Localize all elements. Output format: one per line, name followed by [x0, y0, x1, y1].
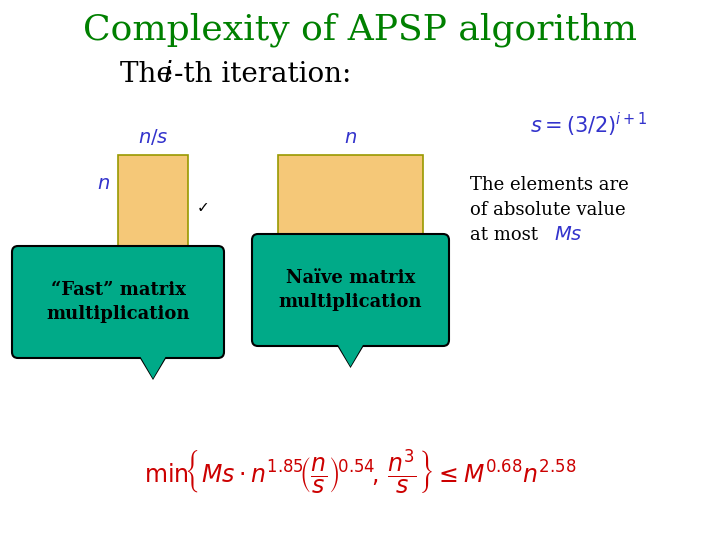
Text: Complexity of APSP algorithm: Complexity of APSP algorithm: [83, 13, 637, 47]
Bar: [136, 345, 170, 351]
Polygon shape: [334, 338, 367, 367]
Text: $s{=}(3/2)^{i+1}$: $s{=}(3/2)^{i+1}$: [530, 111, 648, 139]
FancyBboxPatch shape: [12, 246, 224, 358]
Text: Naïve matrix
multiplication: Naïve matrix multiplication: [279, 269, 422, 311]
Bar: [118, 155, 188, 270]
Text: The elements are: The elements are: [470, 176, 629, 194]
Bar: [333, 333, 367, 339]
Text: at most: at most: [470, 226, 544, 244]
Text: $\checkmark$: $\checkmark$: [196, 200, 208, 214]
Text: $\min\!\left\{ Ms\cdot n^{1.85}\!\left(\dfrac{n}{s}\right)^{\!0.54}\!,\,\dfrac{n: $\min\!\left\{ Ms\cdot n^{1.85}\!\left(\…: [144, 448, 576, 496]
Bar: [278, 155, 423, 258]
Text: $n$: $n$: [97, 175, 110, 193]
Text: The: The: [120, 62, 181, 89]
Text: $i$: $i$: [163, 62, 173, 89]
FancyBboxPatch shape: [252, 234, 449, 346]
Text: -th iteration:: -th iteration:: [174, 62, 351, 89]
Polygon shape: [137, 350, 169, 379]
Polygon shape: [135, 350, 171, 380]
Polygon shape: [333, 338, 369, 368]
Text: $n$: $n$: [344, 129, 357, 147]
Text: $Ms$: $Ms$: [554, 226, 582, 244]
Text: $n/s$: $n/s$: [138, 127, 168, 147]
Text: of absolute value: of absolute value: [470, 201, 626, 219]
Text: “Fast” matrix
multiplication: “Fast” matrix multiplication: [46, 281, 190, 323]
